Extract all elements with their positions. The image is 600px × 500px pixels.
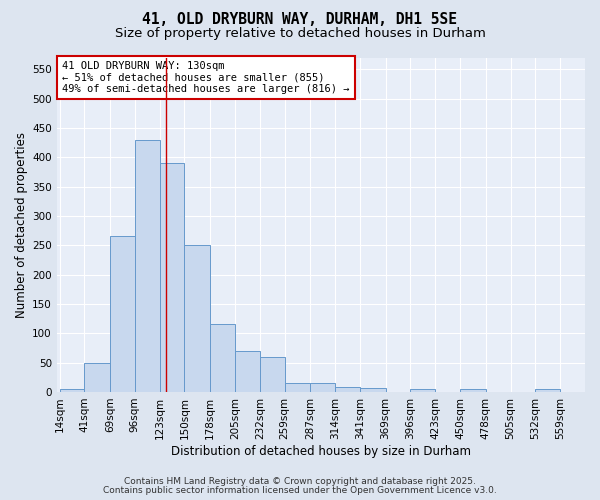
Bar bbox=[535, 389, 560, 392]
Bar bbox=[460, 389, 486, 392]
Y-axis label: Number of detached properties: Number of detached properties bbox=[15, 132, 28, 318]
Bar bbox=[160, 163, 184, 392]
Text: Contains public sector information licensed under the Open Government Licence v3: Contains public sector information licen… bbox=[103, 486, 497, 495]
Bar bbox=[335, 388, 360, 392]
Bar bbox=[135, 140, 160, 392]
Bar bbox=[360, 388, 386, 392]
Bar bbox=[110, 236, 135, 392]
Text: Size of property relative to detached houses in Durham: Size of property relative to detached ho… bbox=[115, 28, 485, 40]
Bar bbox=[210, 324, 235, 392]
Bar bbox=[85, 362, 110, 392]
Text: 41 OLD DRYBURN WAY: 130sqm
← 51% of detached houses are smaller (855)
49% of sem: 41 OLD DRYBURN WAY: 130sqm ← 51% of deta… bbox=[62, 61, 350, 94]
Bar bbox=[310, 383, 335, 392]
Bar bbox=[184, 246, 210, 392]
Bar bbox=[410, 389, 435, 392]
Bar bbox=[235, 351, 260, 392]
Bar bbox=[59, 389, 85, 392]
Bar bbox=[284, 383, 310, 392]
Text: Contains HM Land Registry data © Crown copyright and database right 2025.: Contains HM Land Registry data © Crown c… bbox=[124, 477, 476, 486]
Bar bbox=[260, 357, 284, 392]
Text: 41, OLD DRYBURN WAY, DURHAM, DH1 5SE: 41, OLD DRYBURN WAY, DURHAM, DH1 5SE bbox=[143, 12, 458, 28]
X-axis label: Distribution of detached houses by size in Durham: Distribution of detached houses by size … bbox=[171, 444, 471, 458]
